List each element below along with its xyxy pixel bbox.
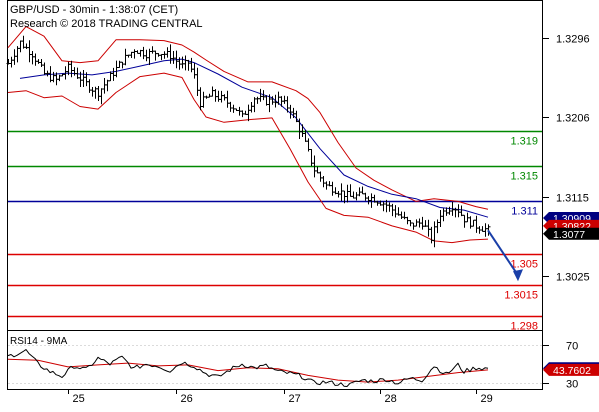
- y-tick-label: 1.3115: [556, 193, 589, 205]
- x-tick-label: 29: [481, 393, 493, 405]
- x-tick-label: 27: [289, 393, 301, 405]
- x-tick-label: 25: [73, 393, 85, 405]
- price-badge-dark-label: 1.3077: [553, 229, 585, 241]
- rsi-title: RSI14 - 9MA: [10, 336, 68, 347]
- chart-title: GBP/USD - 30min - 1:38:07 (CET): [10, 4, 178, 16]
- forecast-arrow-head: [513, 269, 523, 282]
- rsi-line: [7, 349, 489, 387]
- level-label: 1.311: [511, 206, 538, 218]
- bollinger-lower-line: [7, 72, 489, 244]
- moving-average-line: [19, 58, 489, 218]
- rsi-y-tick-label: 30: [566, 379, 578, 391]
- rsi-ma-line: [7, 358, 489, 383]
- x-axis: 25 26 27 28 29: [68, 389, 493, 405]
- y-tick-label: 1.3206: [556, 113, 590, 125]
- price-badge-dark-bg: [543, 227, 599, 240]
- y-tick-label: 1.3296: [556, 34, 590, 46]
- level-label: 1.298: [510, 321, 538, 333]
- rsi-badge-red-label: 43.7602: [553, 365, 591, 377]
- x-tick-label: 28: [385, 393, 397, 405]
- level-label: 1.315: [510, 171, 538, 183]
- forecast-arrow-shaft: [487, 229, 519, 276]
- level-label: 1.3015: [504, 290, 538, 302]
- level-label: 1.305: [510, 259, 538, 271]
- moving-average-layer: [19, 58, 489, 218]
- chart-frame: [7, 0, 543, 390]
- y-tick-label: 1.3025: [556, 272, 590, 284]
- y-axis: 1.3296 1.3206 1.3115 1.3025 70 30: [543, 34, 590, 391]
- rsi-badge-red-bg: [543, 363, 599, 376]
- support-resistance-layer: 1.319 1.315 1.311 1.305 1.3015 1.298: [8, 130, 542, 333]
- forecast-arrow-layer: [487, 229, 523, 282]
- rsi-y-tick-label: 70: [566, 341, 578, 353]
- price-bars-layer: [6, 35, 491, 248]
- bollinger-bands-layer: [7, 26, 489, 244]
- rsi-panel: [7, 345, 542, 387]
- x-tick-label: 26: [181, 393, 193, 405]
- chart-subtitle: Research © 2018 TRADING CENTRAL: [10, 18, 203, 30]
- level-label: 1.319: [510, 136, 538, 148]
